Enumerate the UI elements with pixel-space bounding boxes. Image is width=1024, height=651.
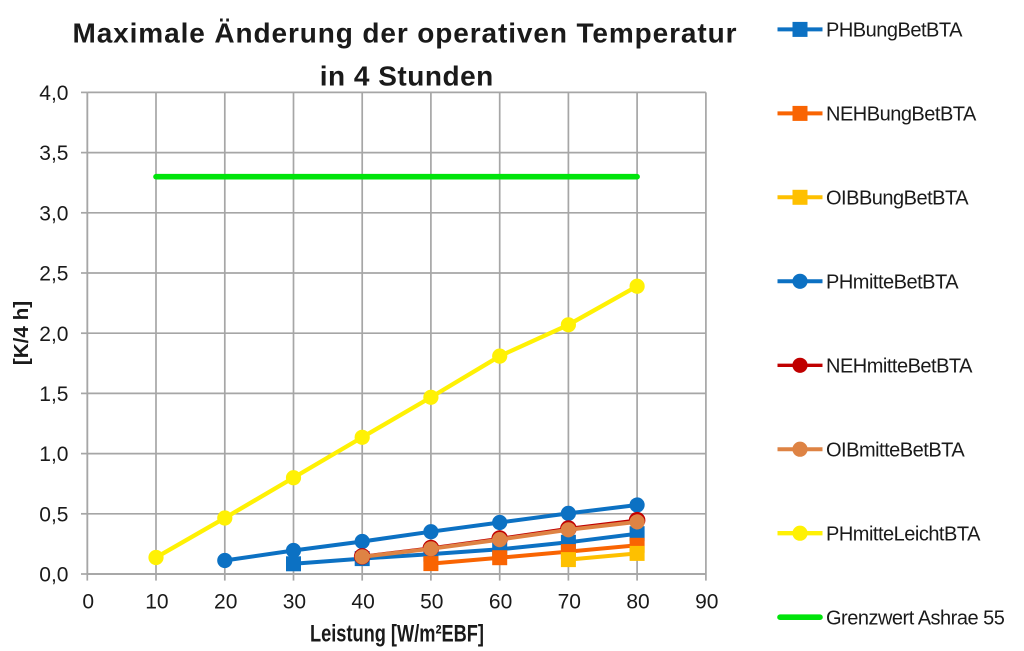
svg-text:10: 10 xyxy=(145,590,168,613)
svg-text:Maximale Änderung der operativ: Maximale Änderung der operativen Tempera… xyxy=(73,18,737,49)
svg-text:3,5: 3,5 xyxy=(39,142,68,165)
svg-text:2,5: 2,5 xyxy=(39,263,68,286)
svg-text:40: 40 xyxy=(351,590,374,613)
svg-text:[K/4 h]: [K/4 h] xyxy=(10,301,33,365)
svg-text:0: 0 xyxy=(82,590,94,613)
svg-text:4,0: 4,0 xyxy=(39,82,68,105)
svg-text:20: 20 xyxy=(214,590,237,613)
svg-text:OIBBungBetBTA: OIBBungBetBTA xyxy=(826,188,969,210)
svg-text:60: 60 xyxy=(489,590,512,613)
svg-text:0,0: 0,0 xyxy=(39,564,68,587)
svg-text:1,5: 1,5 xyxy=(39,383,68,406)
svg-text:90: 90 xyxy=(695,590,718,613)
svg-text:PHmitteBetBTA: PHmitteBetBTA xyxy=(826,272,959,294)
svg-text:50: 50 xyxy=(420,590,443,613)
svg-text:OIBmitteBetBTA: OIBmitteBetBTA xyxy=(826,440,965,462)
svg-text:NEHBungBetBTA: NEHBungBetBTA xyxy=(826,104,977,126)
svg-text:70: 70 xyxy=(558,590,581,613)
svg-text:PHmitteLeichtBTA: PHmitteLeichtBTA xyxy=(826,524,981,546)
svg-text:0,5: 0,5 xyxy=(39,503,68,526)
svg-text:PHBungBetBTA: PHBungBetBTA xyxy=(826,20,963,42)
svg-text:Leistung [W/m²EBF]: Leistung [W/m²EBF] xyxy=(310,621,484,648)
svg-text:1,0: 1,0 xyxy=(39,443,68,466)
svg-text:Grenzwert Ashrae 55: Grenzwert Ashrae 55 xyxy=(826,608,1005,630)
svg-text:2,0: 2,0 xyxy=(39,323,68,346)
svg-text:in 4 Stunden: in 4 Stunden xyxy=(320,61,494,92)
svg-text:NEHmitteBetBTA: NEHmitteBetBTA xyxy=(826,356,973,378)
svg-text:30: 30 xyxy=(283,590,306,613)
svg-text:3,0: 3,0 xyxy=(39,202,68,225)
svg-text:80: 80 xyxy=(626,590,649,613)
